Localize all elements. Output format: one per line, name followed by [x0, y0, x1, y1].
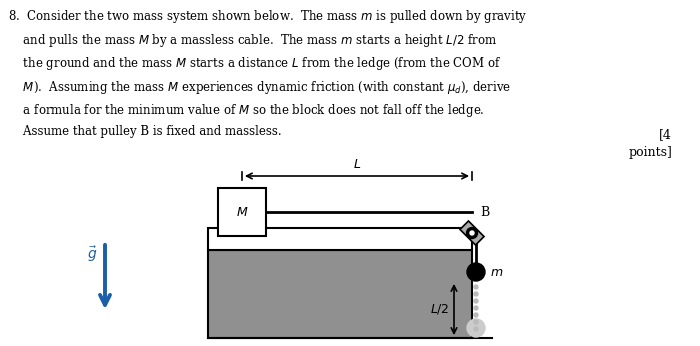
Circle shape	[470, 231, 474, 235]
Circle shape	[467, 263, 485, 281]
Text: 8.  Consider the two mass system shown below.  The mass $m$ is pulled down by gr: 8. Consider the two mass system shown be…	[8, 8, 528, 138]
Circle shape	[474, 285, 478, 289]
Bar	[208, 250, 472, 338]
Text: $\vec{g}$: $\vec{g}$	[87, 244, 97, 264]
Text: $L/2$: $L/2$	[430, 302, 449, 317]
Circle shape	[474, 292, 478, 296]
Circle shape	[474, 327, 478, 331]
Circle shape	[474, 313, 478, 317]
Text: $m$: $m$	[490, 265, 503, 279]
Text: [4
points]: [4 points]	[628, 128, 672, 159]
Text: $L$: $L$	[353, 158, 361, 171]
Circle shape	[467, 319, 485, 337]
Bar	[208, 228, 472, 250]
Circle shape	[474, 320, 478, 324]
Text: B: B	[480, 206, 489, 219]
Polygon shape	[460, 221, 484, 245]
Circle shape	[474, 299, 478, 303]
Bar	[218, 188, 266, 236]
Circle shape	[466, 228, 477, 238]
Circle shape	[474, 306, 478, 310]
Text: $M$: $M$	[236, 206, 248, 219]
